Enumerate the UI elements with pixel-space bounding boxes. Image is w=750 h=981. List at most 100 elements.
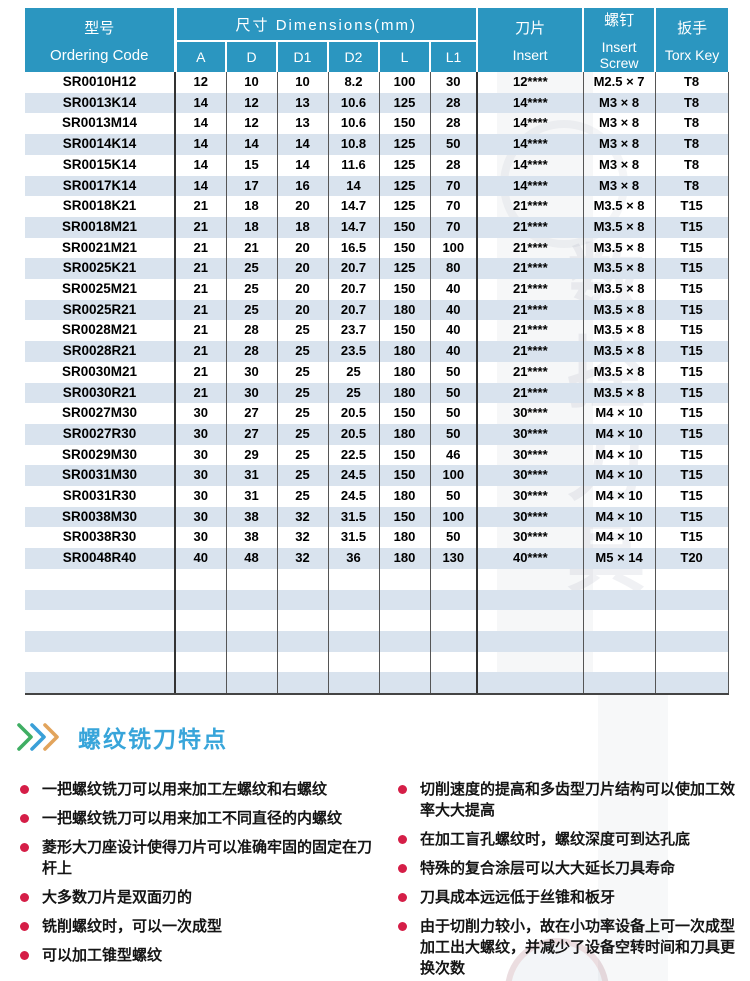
table-cell: 14**** — [476, 92, 584, 114]
empty-cell — [654, 630, 729, 652]
table-cell: 13 — [276, 113, 328, 135]
table-cell: 25 — [225, 258, 277, 280]
table-cell: M4 × 10 — [582, 465, 656, 487]
table-cell: 21**** — [476, 341, 584, 362]
table-cell: 28 — [225, 341, 277, 362]
feature-item: 大多数刀片是双面刃的 — [20, 887, 372, 908]
header-ordering-code: 型号 Ordering Code — [25, 8, 177, 72]
table-cell: 21**** — [476, 320, 584, 342]
table-row: SR0013K14 14 12 13 10.6 125 28 14**** M3 × 8 T8 — [25, 92, 729, 114]
feature-item: 菱形大刀座设计使得刀片可以准确牢固的固定在刀杆上 — [20, 837, 372, 879]
empty-cell — [378, 568, 430, 590]
table-cell: 30 — [174, 486, 226, 507]
empty-cell — [276, 651, 328, 673]
table-cell: 16 — [276, 175, 328, 197]
table-cell: 40 — [429, 279, 478, 300]
table-cell: 14 — [174, 154, 226, 176]
table-cell: 180 — [378, 299, 430, 321]
ordering-code-cell: SR0048R40 — [25, 548, 175, 569]
table-cell: M3 × 8 — [582, 113, 656, 135]
table-cell: 20 — [276, 196, 328, 217]
table-cell: 50 — [429, 527, 478, 549]
table-cell: T15 — [654, 465, 729, 487]
empty-cell — [476, 610, 584, 631]
table-row: SR0025K21 21 25 20 20.7 125 80 21**** M3.5 × 8 T1… — [25, 258, 729, 280]
empty-cell — [25, 672, 175, 696]
table-cell: 50 — [429, 403, 478, 424]
table-cell: 10 — [225, 72, 277, 93]
table-row: SR0018M21 21 18 18 14.7 150 70 21**** M3.5 × 8 T1… — [25, 216, 729, 238]
table-cell: 25 — [225, 299, 277, 321]
table-cell: 180 — [378, 361, 430, 383]
table-cell: 21 — [225, 237, 277, 259]
empty-cell — [378, 610, 430, 631]
table-row: SR0027R30 30 27 25 20.5 180 50 30**** M4 × 10 T15 — [25, 423, 729, 445]
header-ordering-code-cn: 型号 — [84, 19, 115, 37]
table-cell: T15 — [654, 361, 729, 383]
empty-cell — [174, 651, 226, 673]
table-cell: 20.7 — [327, 279, 379, 300]
header-dim-d2: D2 — [327, 41, 379, 72]
empty-cell — [476, 630, 584, 652]
table-cell: 80 — [429, 258, 478, 280]
table-cell: 23.5 — [327, 341, 379, 362]
ordering-code-cell: SR0027M30 — [61, 405, 138, 421]
table-cell: 18 — [225, 216, 277, 238]
table-cell: 27 — [225, 423, 277, 445]
table-cell: 40 — [429, 320, 478, 342]
table-cell: 180 — [378, 423, 430, 445]
table-cell: 21 — [174, 320, 226, 342]
table-cell: 25 — [276, 465, 328, 487]
empty-cell — [476, 568, 584, 590]
empty-cell — [654, 651, 729, 673]
empty-table-row — [25, 568, 729, 590]
table-cell: M4 × 10 — [582, 527, 656, 549]
table-cell: 50 — [429, 486, 478, 507]
feature-text: 大多数刀片是双面刃的 — [42, 889, 193, 906]
table-cell: T15 — [654, 299, 729, 321]
header-insert: 刀片 Insert — [476, 8, 584, 72]
empty-cell — [225, 610, 277, 631]
feature-text: 一把螺纹铣刀可以用来加工左螺纹和右螺纹 — [42, 781, 328, 798]
table-cell: T8 — [654, 154, 729, 176]
table-cell: 14**** — [476, 154, 584, 176]
table-row: SR0030R21 21 30 25 25 180 50 21**** M3.5 × 8 T15 — [25, 382, 729, 404]
table-cell: 30**** — [476, 506, 584, 528]
empty-table-row — [25, 672, 729, 696]
empty-cell — [378, 672, 430, 696]
table-cell: 180 — [378, 341, 430, 362]
table-cell: 50 — [429, 361, 478, 383]
empty-cell — [582, 672, 656, 696]
empty-cell — [327, 630, 379, 652]
table-row: SR0048R40 40 48 32 36 180 130 40**** M5 × 14 T20 — [25, 548, 729, 569]
table-cell: 20 — [276, 299, 328, 321]
table-cell: 20 — [276, 279, 328, 300]
table-cell: 30**** — [476, 527, 584, 549]
table-cell: M3.5 × 8 — [582, 382, 656, 404]
empty-cell — [225, 630, 277, 652]
feature-text: 特殊的复合涂层可以大大延长刀具寿命 — [420, 860, 676, 877]
empty-cell — [327, 589, 379, 611]
table-row: SR0018K21 21 18 20 14.7 125 70 21**** M3.5 × 8 T1… — [25, 196, 729, 217]
bullet-dot-icon — [20, 893, 29, 902]
feature-text: 可以加工锥型螺纹 — [42, 947, 163, 964]
table-cell: 150 — [378, 444, 430, 466]
table-cell: 20.5 — [327, 423, 379, 445]
table-cell: 125 — [378, 92, 430, 114]
bullet-dot-icon — [20, 785, 29, 794]
empty-cell — [429, 589, 478, 611]
table-cell: 32 — [276, 548, 328, 569]
table-cell: 70 — [429, 196, 478, 217]
table-cell: 21 — [174, 341, 226, 362]
table-cell: 48 — [225, 548, 277, 569]
empty-cell — [174, 672, 226, 696]
table-cell: M3.5 × 8 — [582, 196, 656, 217]
spec-table: 型号 Ordering Code 尺寸 Dimensions(mm) 刀片 In… — [25, 8, 729, 696]
table-cell: T15 — [654, 486, 729, 507]
table-cell: 14 — [174, 175, 226, 197]
header-insert-en: Insert — [512, 47, 548, 63]
empty-cell — [378, 651, 430, 673]
table-cell: T15 — [654, 444, 729, 466]
header-torx-key-en: Torx Key — [664, 47, 720, 63]
